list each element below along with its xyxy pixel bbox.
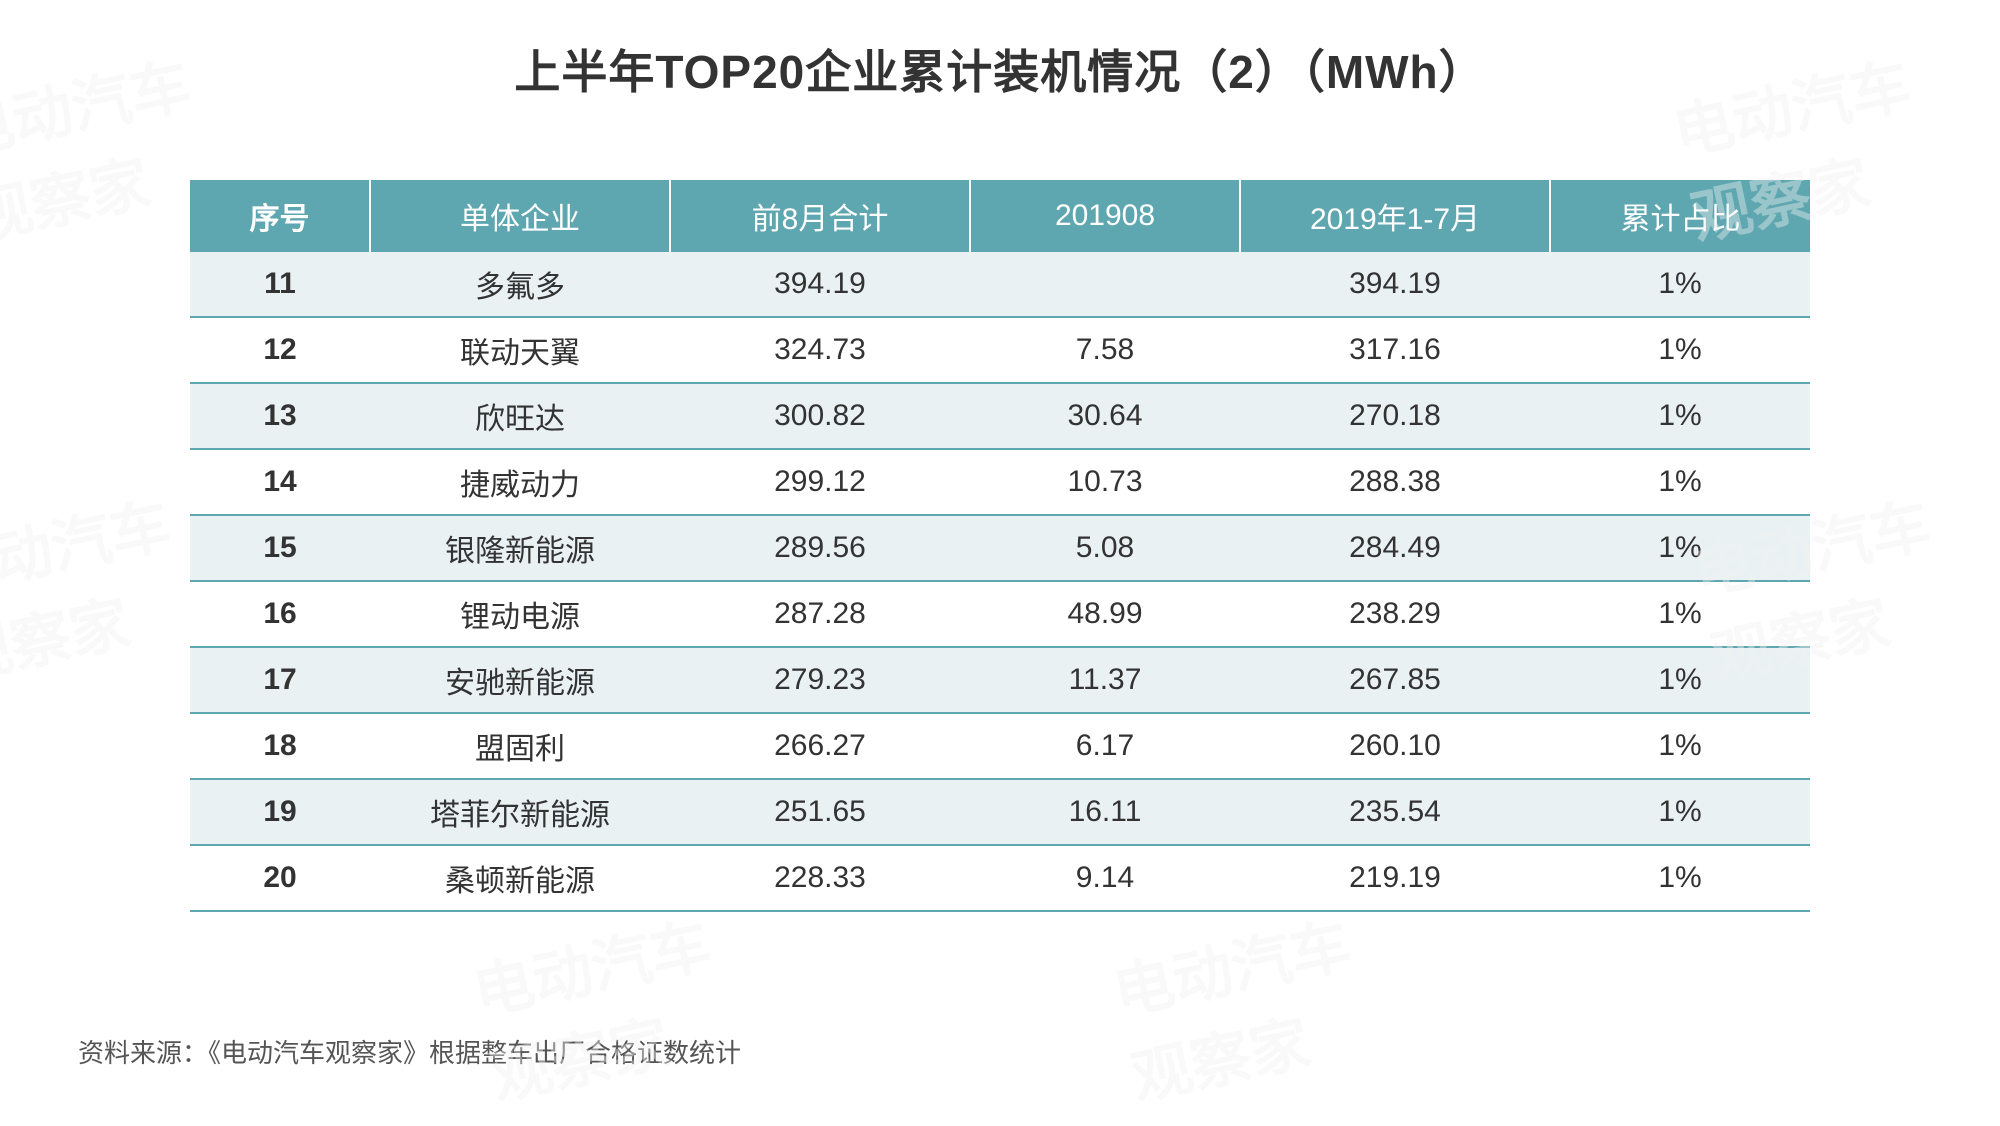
cell-1-7m: 235.54	[1240, 779, 1550, 845]
cell-8m-total: 394.19	[670, 252, 970, 317]
cell-company: 安驰新能源	[370, 647, 670, 713]
table-row: 14捷威动力299.1210.73288.381%	[190, 449, 1810, 515]
cell-company: 欣旺达	[370, 383, 670, 449]
cell-8m-total: 251.65	[670, 779, 970, 845]
cell-201908	[970, 252, 1240, 317]
cell-company: 塔菲尔新能源	[370, 779, 670, 845]
cell-rank: 14	[190, 449, 370, 515]
cell-201908: 16.11	[970, 779, 1240, 845]
table-row: 17安驰新能源279.2311.37267.851%	[190, 647, 1810, 713]
cell-rank: 20	[190, 845, 370, 911]
cell-share: 1%	[1550, 845, 1810, 911]
col-header-share: 累计占比	[1550, 180, 1810, 252]
cell-rank: 12	[190, 317, 370, 383]
cell-1-7m: 394.19	[1240, 252, 1550, 317]
cell-company: 盟固利	[370, 713, 670, 779]
data-table-container: 序号 单体企业 前8月合计 201908 2019年1-7月 累计占比 11多氟…	[190, 180, 1810, 912]
cell-rank: 11	[190, 252, 370, 317]
cell-share: 1%	[1550, 252, 1810, 317]
cell-8m-total: 300.82	[670, 383, 970, 449]
cell-company: 联动天翼	[370, 317, 670, 383]
cell-rank: 15	[190, 515, 370, 581]
cell-1-7m: 270.18	[1240, 383, 1550, 449]
cell-1-7m: 288.38	[1240, 449, 1550, 515]
col-header-1-7m: 2019年1-7月	[1240, 180, 1550, 252]
cell-8m-total: 279.23	[670, 647, 970, 713]
col-header-201908: 201908	[970, 180, 1240, 252]
cell-share: 1%	[1550, 317, 1810, 383]
data-source-note: 资料来源：《电动汽车观察家》根据整车出厂合格证数统计	[78, 1033, 741, 1070]
cell-1-7m: 284.49	[1240, 515, 1550, 581]
watermark: 电动汽车 观察家	[465, 897, 736, 1117]
cell-201908: 11.37	[970, 647, 1240, 713]
col-header-rank: 序号	[190, 180, 370, 252]
cell-1-7m: 238.29	[1240, 581, 1550, 647]
cell-8m-total: 228.33	[670, 845, 970, 911]
cell-8m-total: 324.73	[670, 317, 970, 383]
cell-company: 锂动电源	[370, 581, 670, 647]
cell-share: 1%	[1550, 449, 1810, 515]
table-row: 13欣旺达300.8230.64270.181%	[190, 383, 1810, 449]
cell-8m-total: 266.27	[670, 713, 970, 779]
data-table: 序号 单体企业 前8月合计 201908 2019年1-7月 累计占比 11多氟…	[190, 180, 1810, 912]
cell-201908: 5.08	[970, 515, 1240, 581]
cell-rank: 16	[190, 581, 370, 647]
table-header-row: 序号 单体企业 前8月合计 201908 2019年1-7月 累计占比	[190, 180, 1810, 252]
cell-1-7m: 317.16	[1240, 317, 1550, 383]
col-header-company: 单体企业	[370, 180, 670, 252]
table-row: 18盟固利266.276.17260.101%	[190, 713, 1810, 779]
watermark: 电动汽车 观察家	[1105, 897, 1376, 1117]
cell-company: 捷威动力	[370, 449, 670, 515]
cell-rank: 17	[190, 647, 370, 713]
page-title: 上半年TOP20企业累计装机情况（2）（MWh）	[0, 0, 2000, 102]
cell-company: 桑顿新能源	[370, 845, 670, 911]
table-row: 16锂动电源287.2848.99238.291%	[190, 581, 1810, 647]
cell-company: 多氟多	[370, 252, 670, 317]
table-row: 12联动天翼324.737.58317.161%	[190, 317, 1810, 383]
table-row: 20桑顿新能源228.339.14219.191%	[190, 845, 1810, 911]
cell-201908: 7.58	[970, 317, 1240, 383]
cell-8m-total: 289.56	[670, 515, 970, 581]
cell-share: 1%	[1550, 383, 1810, 449]
table-row: 11多氟多394.19394.191%	[190, 252, 1810, 317]
cell-201908: 9.14	[970, 845, 1240, 911]
cell-201908: 6.17	[970, 713, 1240, 779]
cell-201908: 10.73	[970, 449, 1240, 515]
cell-share: 1%	[1550, 779, 1810, 845]
col-header-8m-total: 前8月合计	[670, 180, 970, 252]
cell-1-7m: 267.85	[1240, 647, 1550, 713]
cell-share: 1%	[1550, 581, 1810, 647]
cell-rank: 13	[190, 383, 370, 449]
cell-201908: 48.99	[970, 581, 1240, 647]
table-row: 15银隆新能源289.565.08284.491%	[190, 515, 1810, 581]
watermark: 电动汽车 观察家	[0, 477, 195, 697]
cell-8m-total: 299.12	[670, 449, 970, 515]
cell-1-7m: 260.10	[1240, 713, 1550, 779]
cell-201908: 30.64	[970, 383, 1240, 449]
cell-1-7m: 219.19	[1240, 845, 1550, 911]
cell-company: 银隆新能源	[370, 515, 670, 581]
cell-share: 1%	[1550, 515, 1810, 581]
cell-rank: 18	[190, 713, 370, 779]
cell-rank: 19	[190, 779, 370, 845]
cell-share: 1%	[1550, 647, 1810, 713]
table-row: 19塔菲尔新能源251.6516.11235.541%	[190, 779, 1810, 845]
cell-8m-total: 287.28	[670, 581, 970, 647]
cell-share: 1%	[1550, 713, 1810, 779]
